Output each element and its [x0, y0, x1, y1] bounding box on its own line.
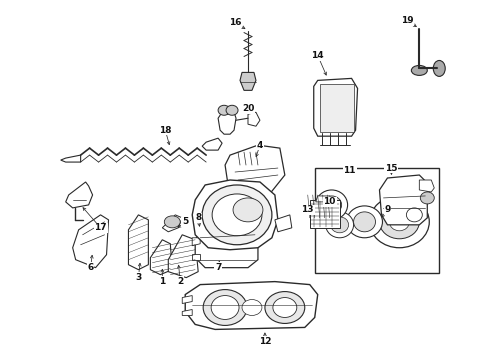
Ellipse shape [346, 206, 383, 238]
Text: 8: 8 [195, 213, 201, 222]
Polygon shape [225, 145, 285, 205]
Ellipse shape [218, 105, 230, 115]
Ellipse shape [326, 212, 354, 238]
Polygon shape [66, 182, 93, 208]
Polygon shape [275, 215, 292, 232]
Text: 1: 1 [159, 277, 166, 286]
Text: 4: 4 [257, 141, 263, 150]
Ellipse shape [212, 194, 262, 236]
Text: 17: 17 [94, 223, 107, 232]
Ellipse shape [379, 205, 419, 239]
Polygon shape [73, 215, 108, 268]
Text: 13: 13 [301, 206, 314, 215]
Polygon shape [314, 78, 358, 136]
Polygon shape [202, 138, 222, 150]
Ellipse shape [331, 217, 348, 233]
Ellipse shape [322, 196, 342, 214]
Polygon shape [192, 238, 200, 246]
Text: 16: 16 [229, 18, 241, 27]
Polygon shape [419, 180, 434, 192]
Ellipse shape [273, 298, 297, 318]
Ellipse shape [242, 300, 262, 315]
Ellipse shape [406, 208, 422, 222]
Ellipse shape [412, 66, 427, 75]
Ellipse shape [316, 190, 347, 220]
Text: 7: 7 [215, 263, 221, 272]
Text: 10: 10 [323, 197, 336, 206]
Text: 15: 15 [385, 163, 398, 172]
Polygon shape [182, 296, 192, 303]
Bar [310, 200, 340, 228]
Text: 9: 9 [384, 206, 391, 215]
Polygon shape [61, 155, 81, 162]
Ellipse shape [233, 198, 263, 222]
Polygon shape [128, 215, 148, 270]
Ellipse shape [211, 296, 239, 319]
Ellipse shape [164, 216, 180, 228]
Polygon shape [379, 175, 427, 225]
Text: 5: 5 [182, 217, 188, 226]
Text: 19: 19 [401, 16, 414, 25]
Ellipse shape [420, 192, 434, 204]
Polygon shape [240, 72, 256, 90]
Polygon shape [218, 112, 236, 134]
Text: 12: 12 [259, 337, 271, 346]
Polygon shape [192, 254, 200, 260]
Ellipse shape [369, 196, 429, 248]
Polygon shape [195, 228, 258, 268]
Text: 14: 14 [312, 51, 324, 60]
Bar [315, 168, 439, 273]
Ellipse shape [203, 289, 247, 325]
Text: 2: 2 [177, 277, 183, 286]
Text: 20: 20 [242, 104, 254, 113]
Ellipse shape [265, 292, 305, 323]
Bar [319, 84, 354, 132]
Polygon shape [168, 235, 198, 278]
Text: 3: 3 [135, 273, 142, 282]
Ellipse shape [354, 212, 375, 232]
Ellipse shape [390, 213, 409, 231]
Text: 18: 18 [159, 126, 171, 135]
Polygon shape [225, 195, 268, 222]
Polygon shape [162, 215, 182, 232]
Polygon shape [192, 180, 278, 250]
Ellipse shape [226, 105, 238, 115]
Text: 11: 11 [343, 166, 356, 175]
Polygon shape [150, 240, 172, 275]
Text: 6: 6 [88, 263, 94, 272]
Polygon shape [185, 282, 318, 329]
Ellipse shape [202, 185, 272, 245]
Polygon shape [182, 310, 192, 315]
Polygon shape [248, 112, 260, 126]
Polygon shape [316, 196, 332, 202]
Ellipse shape [433, 60, 445, 76]
